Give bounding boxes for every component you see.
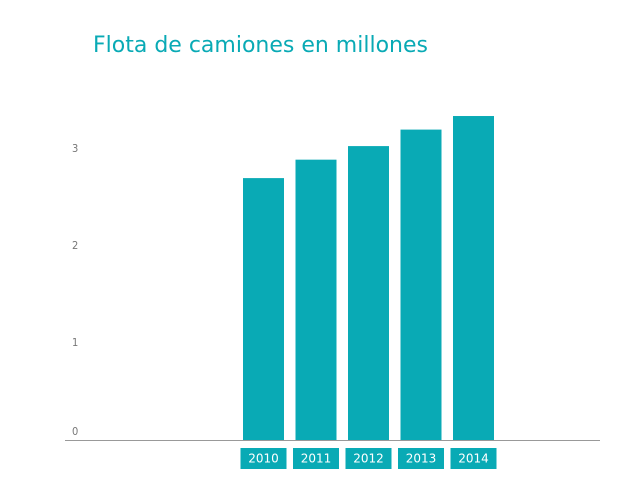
bar [400, 129, 442, 440]
x-tick-box [345, 448, 392, 469]
x-tick-label: 2014 [458, 452, 489, 466]
bar [348, 146, 389, 440]
bar [453, 116, 494, 441]
x-tick-box [293, 448, 339, 469]
x-tick-box [240, 448, 287, 469]
x-tick-box [398, 448, 444, 469]
bar [295, 159, 337, 441]
x-tick-label: 2013 [406, 452, 437, 466]
y-tick-label: 3 [72, 142, 78, 155]
x-tick-label: 2012 [353, 452, 384, 466]
y-tick-label: 1 [72, 336, 78, 349]
x-tick-label: 2011 [301, 452, 332, 466]
x-tick-box [450, 448, 497, 469]
x-tick-label: 2010 [248, 452, 279, 466]
chart-title: Flota de camiones en millones [93, 33, 428, 58]
y-tick-label: 2 [72, 239, 78, 252]
bar [243, 178, 284, 440]
y-tick-label: 0 [72, 425, 78, 438]
